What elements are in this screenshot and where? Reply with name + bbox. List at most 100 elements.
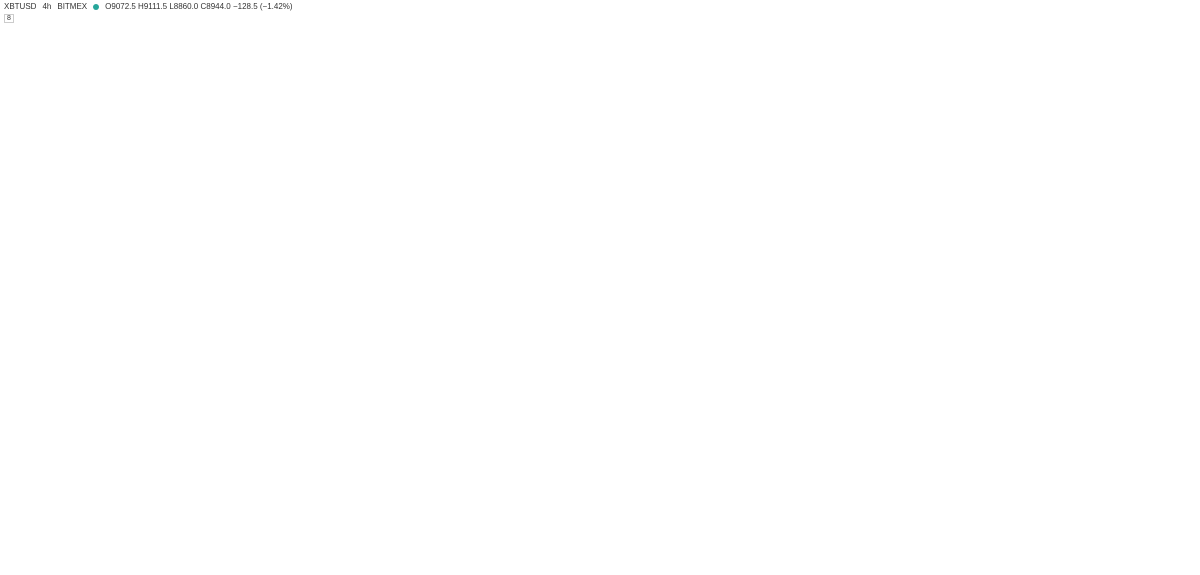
x-tick-label: 3 <box>1074 567 1078 574</box>
x-tick-label: 10 <box>408 567 416 574</box>
candle <box>1 397 9 420</box>
candle-body <box>103 167 110 257</box>
price-label: 8944.0 <box>1174 218 1196 225</box>
candle <box>654 97 661 130</box>
candle <box>625 104 632 149</box>
level-tag <box>1172 230 1199 239</box>
candle-body <box>190 207 197 227</box>
annotation-arrow <box>611 75 617 80</box>
x-tick-label: 29 <box>929 567 937 574</box>
candle-body <box>45 401 52 408</box>
candle <box>59 386 67 409</box>
x-tick-label: 22 <box>726 567 734 574</box>
candle-body <box>335 91 342 105</box>
x-tick-label: 4 <box>210 567 214 574</box>
candle-body <box>393 242 400 265</box>
candle-body <box>494 154 502 189</box>
y-tick-label: 8040.0 <box>1178 350 1200 357</box>
candle <box>639 104 647 143</box>
candle <box>407 235 415 271</box>
annotation: sfp <box>377 340 386 347</box>
candle <box>378 122 386 345</box>
candle <box>552 142 560 165</box>
status-dot <box>93 3 100 10</box>
y-tick-label: 7040.0 <box>1178 514 1200 521</box>
candle <box>219 221 226 254</box>
level-tag <box>1172 119 1199 128</box>
annotation: sfp <box>609 68 618 75</box>
candle-body <box>712 180 719 223</box>
candle <box>581 110 589 155</box>
candle-body <box>436 242 444 272</box>
candle <box>190 198 197 232</box>
candle-body <box>451 235 458 243</box>
candle <box>538 129 545 169</box>
y-tick-label: 7600.0 <box>1178 420 1200 427</box>
level-tag <box>1172 273 1199 282</box>
candle-body <box>277 174 284 209</box>
candle-body <box>610 109 618 124</box>
header: XBTUSD 4h BITMEX O9072.5 H9111.5 L8860.0… <box>4 2 293 11</box>
y-tick-label: 9100.0 <box>1178 198 1200 205</box>
annotation: sfp <box>58 351 67 358</box>
x-tick-label: 13 <box>466 567 474 574</box>
candle <box>596 91 603 136</box>
level-label: 9230.0 <box>1174 181 1196 188</box>
x-tick-label: May <box>118 567 132 574</box>
candle-body <box>683 150 690 156</box>
symbol: XBTUSD <box>4 2 37 11</box>
level-label: 8919.5 <box>1174 223 1196 230</box>
y-tick-label: 8280.0 <box>1178 314 1200 321</box>
candle <box>248 214 255 243</box>
level-tag <box>1172 172 1199 181</box>
indicator-toggle[interactable]: 8 <box>4 14 14 23</box>
x-tick-label: 12:00 <box>159 567 177 574</box>
price-tag <box>1171 217 1200 232</box>
candle-body <box>248 221 255 236</box>
countdown: 01:23:53 <box>1173 226 1197 232</box>
candle <box>480 181 487 229</box>
candle <box>668 110 676 169</box>
candle-body <box>668 116 676 156</box>
level-tag <box>1172 322 1199 331</box>
level-label: 6930.5 <box>1174 533 1196 540</box>
candle <box>306 122 313 188</box>
x-tick-label: 20 <box>671 567 679 574</box>
candle-body <box>16 399 23 404</box>
candle-body <box>132 228 139 243</box>
zone <box>0 471 251 478</box>
level-tag <box>1172 221 1199 230</box>
candle-body <box>480 187 487 223</box>
y-tick-label: 7300.0 <box>1178 469 1200 476</box>
candle-body <box>291 174 299 182</box>
candle <box>422 228 429 337</box>
candle-body <box>378 122 386 265</box>
candle-body <box>523 109 531 143</box>
y-tick-label: 8160.0 <box>1178 332 1200 339</box>
candle <box>712 174 719 232</box>
x-tick-label: 25 <box>814 567 822 574</box>
level-label: 8859.5 <box>1174 231 1196 238</box>
exchange: BITMEX <box>57 2 88 11</box>
candle-body <box>30 399 38 403</box>
candle <box>233 217 241 243</box>
level-label: 10085.5 <box>1174 72 1199 79</box>
y-tick-label: 7920.0 <box>1178 369 1200 376</box>
candle <box>523 97 531 149</box>
candle-body <box>59 390 67 408</box>
candle <box>262 201 270 229</box>
moving-average <box>5 331 716 368</box>
x-tick-label: 18 <box>613 567 621 574</box>
level-tag <box>1172 440 1199 449</box>
candle-body <box>509 109 516 156</box>
x-tick-label: 6 <box>268 567 272 574</box>
candle-body <box>654 109 661 117</box>
y-tick-label: 8500.0 <box>1178 282 1200 289</box>
candle-body <box>567 141 574 149</box>
y-tick-label: 7200.0 <box>1178 486 1200 493</box>
candle-body <box>552 148 560 156</box>
candle <box>103 151 110 271</box>
candle <box>451 228 458 250</box>
x-tick-label: 12:00 <box>966 567 984 574</box>
